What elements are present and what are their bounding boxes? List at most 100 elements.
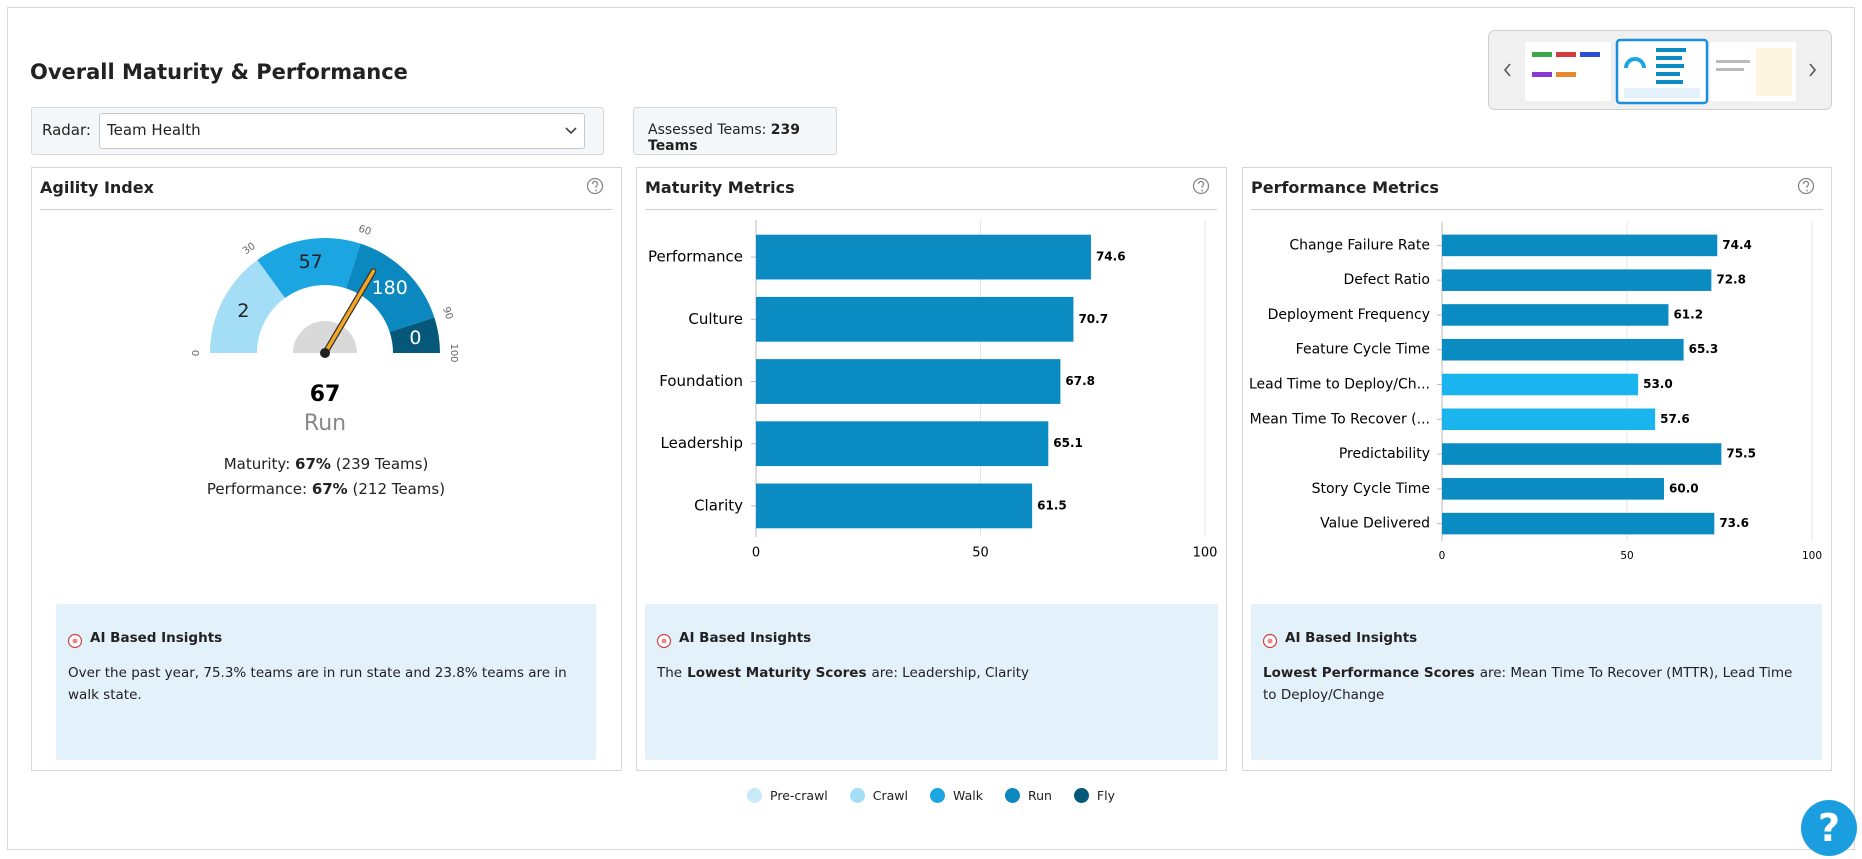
panel-title: Maturity Metrics	[645, 178, 795, 197]
assessed-label: Assessed Teams:	[648, 122, 767, 138]
gauge-band	[389, 317, 440, 353]
y-tick-label: Feature Cycle Time	[1296, 342, 1430, 358]
bar	[756, 421, 1049, 467]
value-label: 67.8	[1065, 374, 1095, 388]
bar	[756, 296, 1074, 342]
x-tick-label: 0	[752, 546, 760, 561]
x-tick-label: 50	[972, 546, 989, 561]
value-label: 61.5	[1037, 498, 1067, 512]
divider	[645, 209, 1217, 210]
value-label: 72.8	[1716, 273, 1746, 287]
x-tick-label: 0	[1439, 550, 1446, 562]
legend-item: Fly	[1073, 788, 1115, 803]
legend-label: Pre-crawl	[770, 788, 828, 803]
gauge-band-label: 57	[299, 251, 323, 273]
bar	[1442, 373, 1639, 396]
insight-title: AI Based Insights	[679, 630, 812, 646]
y-tick-label: Story Cycle Time	[1312, 481, 1430, 497]
needle	[323, 269, 376, 355]
panel	[1242, 167, 1832, 771]
frame	[7, 7, 1855, 850]
insight-piece: Over the past year, 75.3% teams are in r…	[68, 665, 567, 703]
divider	[1251, 209, 1823, 210]
gauge-band	[346, 243, 435, 332]
insight-text: Over the past year, 75.3% teams are in r…	[68, 662, 584, 706]
bar	[1442, 478, 1664, 500]
insight-text: Lowest Performance Scores are: Mean Time …	[1263, 662, 1810, 706]
help-icon[interactable]	[1797, 177, 1815, 195]
summary-label: Maturity:	[223, 455, 291, 473]
chevron[interactable]	[564, 124, 578, 138]
radar-label: Radar:	[42, 121, 91, 139]
gauge-band-label: 180	[372, 277, 408, 299]
insight-text: The Lowest Maturity Scores are: Leadership…	[657, 662, 1206, 684]
bar	[756, 359, 1061, 404]
summary-detail: (212 Teams)	[352, 480, 446, 498]
y-tick-label: Mean Time To Recover (...	[1250, 411, 1430, 427]
value-label: 60.0	[1669, 481, 1699, 495]
radar-select[interactable]	[99, 113, 585, 149]
help-icon[interactable]	[586, 177, 604, 195]
summary-detail: (239 Teams)	[335, 455, 429, 473]
bar	[756, 234, 1091, 280]
value-label: 65.1	[1053, 436, 1083, 450]
y-tick-label: Value Delivered	[1320, 516, 1430, 532]
value-label: 61.2	[1673, 307, 1703, 321]
bar	[1442, 443, 1722, 465]
legend-item: Crawl	[849, 788, 909, 803]
gauge-tick-label: 30	[241, 241, 258, 257]
y-tick-label: Leadership	[661, 434, 743, 452]
ai-icon	[67, 633, 83, 649]
radar-value[interactable]: Team Health	[107, 121, 201, 139]
legend-swatch	[849, 788, 865, 803]
bar	[1442, 512, 1715, 535]
gauge-band-label: 0	[409, 327, 421, 349]
legend: Pre-crawl Crawl Walk Run Fly	[0, 788, 1862, 803]
bar	[1442, 304, 1669, 326]
insight-box: AI Based Insights Lowest Performance Scor…	[1251, 604, 1822, 760]
panel	[31, 167, 622, 771]
assessed-value: 239 Teams	[648, 122, 801, 154]
insight-box: AI Based Insights The Lowest Maturity Scor…	[645, 604, 1218, 760]
gauge-tick-label: 90	[440, 306, 454, 322]
summary-label: Performance:	[206, 480, 308, 498]
bar	[1442, 338, 1684, 361]
gauge-band	[210, 259, 286, 353]
page-title: Overall Maturity & Performance	[30, 60, 408, 84]
assessed-teams: Assessed Teams: 239 Teams	[633, 107, 837, 155]
insight-piece: are: Leadership, Clarity	[871, 665, 1030, 681]
y-tick-label: Deployment Frequency	[1268, 307, 1430, 323]
legend-label: Fly	[1096, 788, 1115, 803]
value-label: 75.5	[1726, 447, 1756, 461]
help-button[interactable]: ?	[1801, 800, 1857, 856]
insight-piece: Lowest Performance Scores	[1263, 665, 1475, 681]
maturity-summary: Maturity: 67% (239 Teams)	[31, 455, 621, 473]
y-tick-label: Lead Time to Deploy/Ch...	[1249, 377, 1430, 393]
x-tick-label: 100	[1802, 550, 1822, 562]
gauge-band-label: 2	[237, 300, 249, 322]
gauge-state: Run	[304, 411, 346, 436]
gauge-band	[257, 238, 361, 298]
ai-icon	[656, 633, 672, 649]
bar	[756, 483, 1033, 529]
y-tick-label: Culture	[688, 310, 743, 328]
y-tick-label: Change Failure Rate	[1289, 237, 1430, 253]
legend-swatch	[747, 788, 763, 803]
bar	[1442, 408, 1656, 431]
gauge-tick-label: 0	[191, 350, 202, 356]
value-label: 65.3	[1689, 342, 1719, 356]
gauge-value: 67	[310, 382, 341, 407]
value-label: 73.6	[1719, 516, 1749, 530]
help-icon[interactable]	[1192, 177, 1210, 195]
thumbnail-carousel[interactable]	[1488, 30, 1832, 110]
bar	[1442, 269, 1712, 291]
legend-label: Crawl	[872, 788, 909, 803]
legend-swatch	[1073, 788, 1089, 803]
panel	[636, 167, 1227, 771]
y-tick-label: Clarity	[694, 496, 743, 514]
insight-piece: Lowest Maturity Scores	[687, 665, 867, 681]
insight-title: AI Based Insights	[1285, 630, 1418, 646]
insight-box: AI Based Insights Over the past year, 75.…	[56, 604, 596, 760]
